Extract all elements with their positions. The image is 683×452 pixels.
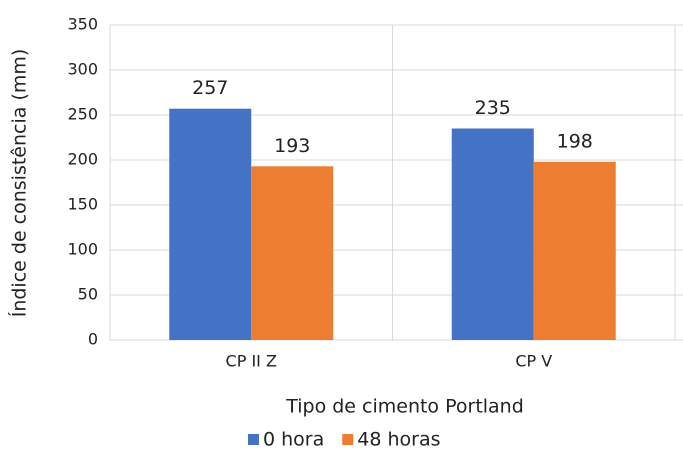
data-label: 198 <box>557 130 593 152</box>
y-tick-label: 350 <box>67 15 98 34</box>
x-tick-label: CP II Z <box>226 352 277 371</box>
data-label: 235 <box>475 97 511 119</box>
bar <box>451 128 534 340</box>
legend-label: 48 horas <box>357 429 440 451</box>
data-label: 193 <box>274 135 310 157</box>
y-tick-label: 50 <box>78 285 98 304</box>
x-axis-label: Tipo de cimento Portland <box>285 396 524 418</box>
bar <box>251 166 334 340</box>
data-label: 257 <box>192 77 228 99</box>
legend-swatch <box>342 434 354 445</box>
bar <box>169 108 252 340</box>
y-tick-label: 150 <box>67 195 98 214</box>
y-axis-label: Índice de consistência (mm) <box>8 49 31 318</box>
y-tick-label: 0 <box>88 330 98 349</box>
x-tick-label: CP V <box>515 352 552 371</box>
legend-label: 0 hora <box>263 429 324 451</box>
bar <box>533 161 616 340</box>
y-tick-label: 100 <box>67 240 98 259</box>
legend-swatch <box>248 434 259 445</box>
y-tick-label: 200 <box>67 150 98 169</box>
y-tick-label: 300 <box>67 60 98 79</box>
y-tick-label: 250 <box>67 105 98 124</box>
